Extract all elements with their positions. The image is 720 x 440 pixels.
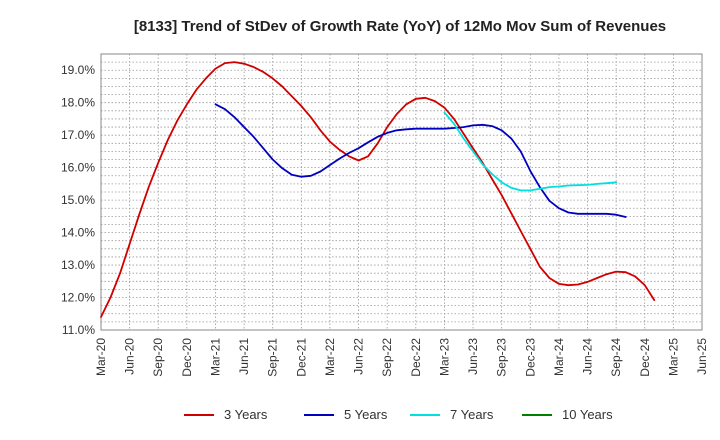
x-tick-label: Jun-22 — [352, 338, 366, 375]
y-tick-label: 14.0% — [61, 226, 95, 240]
y-tick-label: 18.0% — [61, 96, 95, 110]
x-tick-label: Dec-22 — [409, 338, 423, 377]
y-tick-label: 16.0% — [61, 161, 95, 175]
y-tick-label: 15.0% — [61, 193, 95, 207]
x-tick-label: Mar-24 — [552, 338, 566, 376]
x-tick-label: Dec-23 — [523, 338, 537, 377]
chart-title: [8133] Trend of StDev of Growth Rate (Yo… — [134, 18, 666, 35]
plot-area — [100, 53, 703, 331]
x-tick-label: Dec-21 — [294, 338, 308, 377]
x-tick-label: Mar-21 — [208, 338, 222, 376]
y-tick-label: 12.0% — [61, 291, 95, 305]
series-line-3-years — [100, 61, 656, 318]
x-tick-label: Jun-21 — [237, 338, 251, 375]
x-tick-label: Sep-20 — [151, 338, 165, 377]
x-tick-label: Dec-24 — [638, 338, 652, 377]
x-tick-label: Jun-25 — [695, 338, 709, 375]
y-tick-label: 19.0% — [61, 63, 95, 77]
y-tick-label: 13.0% — [61, 258, 95, 272]
legend-label: 3 Years — [224, 407, 268, 422]
x-tick-label: Sep-22 — [380, 338, 394, 377]
series-lines — [100, 61, 656, 318]
x-tick-label: Jun-24 — [581, 338, 595, 375]
legend-label: 5 Years — [344, 407, 388, 422]
series-line-5-years — [214, 103, 627, 218]
x-tick-label: Jun-23 — [466, 338, 480, 375]
y-tick-label: 11.0% — [62, 323, 95, 337]
x-tick-label: Dec-20 — [180, 338, 194, 377]
x-tick-label: Mar-23 — [437, 338, 451, 376]
x-tick-label: Sep-24 — [609, 338, 623, 377]
grid-lines — [101, 54, 702, 330]
y-tick-label: 17.0% — [61, 128, 95, 142]
series-line-7-years — [443, 111, 617, 192]
x-tick-label: Mar-25 — [666, 338, 680, 376]
legend: 3 Years 5 Years 7 Years 10 Years — [184, 407, 613, 422]
y-axis: 11.0% 12.0% 13.0% 14.0% 15.0% 16.0% 17.0% 18.0%… — [61, 63, 95, 337]
legend-label: 7 Years — [450, 407, 494, 422]
x-axis: Mar-20 Jun-20 Sep-20 Dec-20 Mar-21 Jun-21 Sep-… — [94, 338, 709, 377]
x-tick-label: Mar-20 — [94, 338, 108, 376]
x-tick-label: Sep-23 — [495, 338, 509, 377]
x-tick-label: Sep-21 — [266, 338, 280, 377]
legend-label: 10 Years — [562, 407, 613, 422]
x-tick-label: Mar-22 — [323, 338, 337, 376]
x-tick-label: Jun-20 — [123, 338, 137, 375]
